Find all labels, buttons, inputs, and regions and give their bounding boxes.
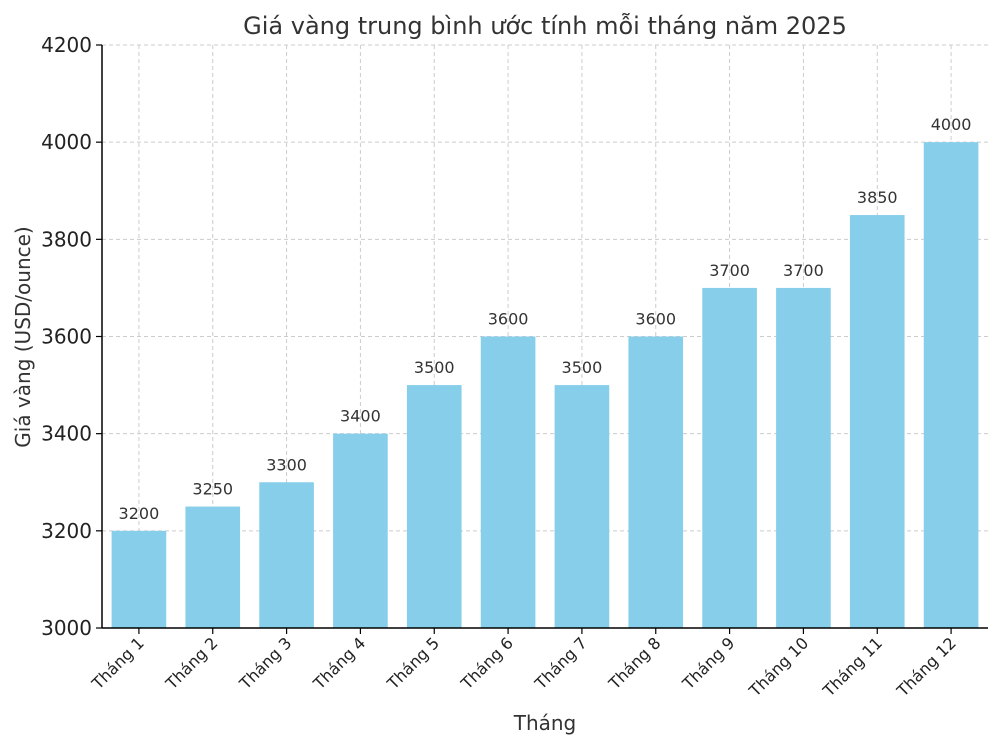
bar-value-label: 3850 [857, 188, 898, 207]
x-tick-label: Tháng 3 [235, 633, 295, 693]
bar [628, 336, 684, 628]
bar-value-label: 3500 [562, 358, 603, 377]
data-labels: 3200 3250 3300 3400 3500 3600 3500 3600 3700 3700… [119, 115, 972, 523]
bar-value-label: 3700 [783, 261, 824, 280]
bar [554, 385, 610, 628]
bar-value-label: 3300 [266, 455, 307, 474]
bar-value-label: 3500 [414, 358, 455, 377]
bar-value-label: 3400 [340, 407, 381, 426]
y-tick-label: 3800 [41, 227, 92, 251]
chart-title: Giá vàng trung bình ước tính mỗi tháng n… [243, 11, 847, 40]
y-ticks: 3000 3200 3400 3600 3800 4000 4200 [41, 33, 102, 640]
x-tick-label: Tháng 6 [457, 633, 517, 693]
y-tick-label: 3400 [41, 422, 92, 446]
y-tick-label: 4200 [41, 33, 92, 57]
bar-value-label: 3600 [488, 310, 529, 329]
bar [406, 385, 462, 628]
bar [776, 287, 831, 628]
x-tick-label: Tháng 11 [819, 633, 887, 701]
x-tick-label: Tháng 10 [745, 633, 813, 701]
bar [259, 482, 314, 628]
x-tick-label: Tháng 4 [309, 633, 369, 693]
x-tick-label: Tháng 12 [892, 633, 960, 701]
bar [333, 433, 388, 628]
bar-value-label: 4000 [931, 115, 972, 134]
bars [111, 142, 979, 628]
y-tick-label: 3600 [41, 325, 92, 349]
x-tick-label: Tháng 1 [87, 633, 147, 693]
y-axis-label: Giá vàng (USD/ounce) [11, 226, 35, 447]
bar-value-label: 3250 [192, 480, 233, 499]
bar [849, 215, 905, 628]
x-ticks: Tháng 1 Tháng 2 Tháng 3 Tháng 4 Tháng 5 Tháng… [87, 628, 960, 701]
bar [702, 287, 757, 628]
y-tick-label: 4000 [41, 130, 92, 154]
x-tick-label: Tháng 2 [161, 633, 221, 693]
y-tick-label: 3000 [41, 616, 92, 640]
y-tick-label: 3200 [41, 519, 92, 543]
bar-value-label: 3200 [119, 504, 160, 523]
x-tick-label: Tháng 5 [383, 633, 443, 693]
bar [111, 530, 167, 628]
bar [480, 336, 536, 628]
x-tick-label: Tháng 7 [530, 633, 590, 693]
bar [185, 506, 241, 628]
x-tick-label: Tháng 8 [604, 633, 664, 693]
x-tick-label: Tháng 9 [678, 633, 738, 693]
bar [923, 142, 979, 628]
bar-value-label: 3700 [709, 261, 750, 280]
x-axis-label: Tháng [513, 711, 577, 735]
bar-value-label: 3600 [635, 310, 676, 329]
